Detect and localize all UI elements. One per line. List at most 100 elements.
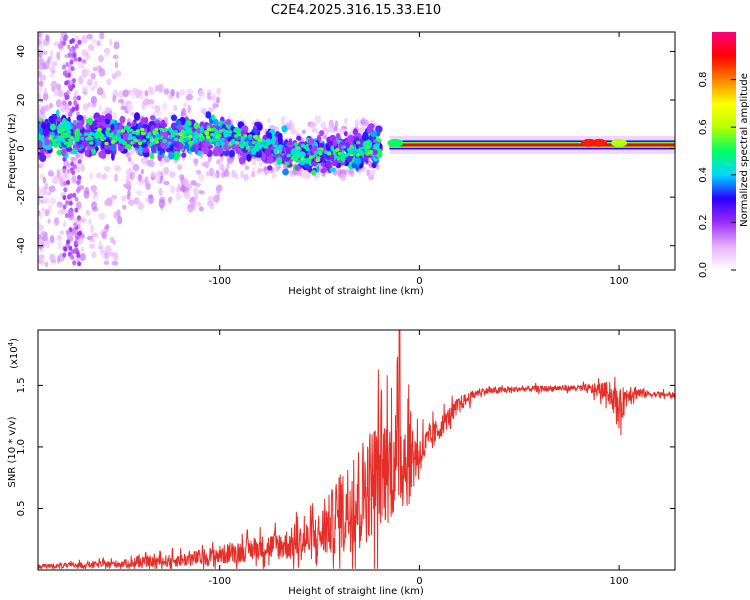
spectrogram-speckle (76, 180, 81, 186)
spectrogram-speckle (67, 100, 72, 106)
spectrogram-speckle (127, 156, 132, 162)
spectrogram-core-point (63, 141, 68, 145)
spectrogram-speckle (267, 117, 271, 124)
spectrogram-speckle (39, 43, 44, 52)
spectrogram-speckle (51, 87, 56, 92)
spectrogram-speckle (90, 185, 98, 192)
spectrogram-speckle (231, 169, 237, 178)
spectrogram-speckle (45, 34, 50, 42)
spectrogram-speckle (52, 176, 59, 184)
spectrogram-core-point (122, 141, 128, 146)
spectrogram-band-point (239, 156, 244, 165)
spectrogram-speckle (155, 175, 161, 184)
spectrogram-speckle (49, 49, 54, 59)
spectrogram-core-point (188, 134, 193, 139)
spectrogram-core-point (156, 134, 162, 138)
spectrogram-speckle (197, 97, 201, 102)
spectrogram-speckle (204, 160, 210, 169)
spectrogram-core-point (340, 155, 345, 159)
spectrogram-speckle (44, 104, 50, 112)
spectrogram-speckle (49, 235, 55, 244)
spectrogram-band-point (173, 152, 180, 161)
spectrogram-speckle (63, 180, 67, 186)
spectrogram-speckle (38, 221, 41, 228)
spectrogram-core-point (77, 132, 82, 137)
spectrogram-core-point (89, 141, 94, 145)
spectrogram-band-point (235, 147, 242, 155)
spectrogram-speckle (40, 231, 47, 237)
spectrogram-speckle (181, 107, 187, 117)
spectrogram-core-point (89, 131, 94, 136)
spectrogram-speckle (96, 87, 104, 96)
spectrogram-speckle (327, 125, 334, 132)
spectrogram-speckle (187, 104, 191, 114)
spectrogram-speckle (56, 169, 61, 174)
spectrogram-core-point (318, 148, 323, 153)
spectrogram-speckle (98, 54, 104, 63)
spectrogram-speckle (143, 98, 150, 106)
spectrogram-core-point (263, 145, 268, 149)
spectrogram-band-point (110, 123, 115, 131)
spectrogram-speckle (183, 102, 188, 107)
spectrogram-speckle (38, 63, 44, 71)
spectrogram-core-point (239, 140, 245, 145)
spectrogram-speckle (48, 185, 56, 193)
spectrogram-speckle (114, 166, 122, 172)
spectrogram-speckle (73, 240, 78, 246)
spectrogram-core-point (66, 130, 72, 134)
spectrogram-speckle (111, 72, 117, 79)
spectrogram-core-point (266, 141, 272, 145)
spectrogram-core-point (207, 127, 212, 132)
snr-series-line (38, 330, 675, 570)
spectrogram-speckle (198, 190, 205, 195)
spectrogram-speckle (76, 186, 81, 192)
spectrogram-core-point (233, 134, 239, 138)
snr-xtick-label: 100 (610, 576, 629, 587)
spectrogram-speckle (258, 162, 263, 167)
spectrogram-speckle (99, 32, 105, 40)
spectrogram-speckle (113, 41, 120, 50)
spectrogram-speckle (179, 185, 186, 192)
spectrogram-speckle (90, 224, 94, 233)
spectrogram-speckle (162, 102, 168, 111)
spectrogram-speckle (80, 163, 85, 172)
spectrogram-speckle (64, 95, 69, 101)
spectrogram-band-point (294, 164, 301, 171)
spectrogram-ylabel: Frequency (Hz) (7, 113, 18, 189)
spectrogram-band-point (347, 134, 354, 144)
spectrogram-band-point (331, 160, 338, 167)
spectrogram-band-point (38, 140, 43, 149)
spectrogram-core-point (273, 149, 278, 154)
spectrogram-core-point (118, 138, 123, 142)
spectrogram-core-point (273, 144, 278, 148)
spectrogram-speckle (120, 105, 127, 111)
spectrogram-speckle (43, 87, 48, 96)
spectrogram-band-point (311, 170, 317, 176)
spectrogram-band-point (288, 138, 293, 146)
spectrogram-core-point (286, 153, 291, 158)
snr-ytick-label: 1.5 (16, 377, 27, 393)
spectrogram-core-point (220, 141, 225, 146)
spectrogram-speckle (280, 115, 285, 125)
spectrogram-speckle (243, 175, 248, 180)
spectrogram-speckle (64, 80, 69, 86)
spectrogram-band-point (150, 144, 157, 154)
spectrogram-core-point (198, 137, 204, 142)
spectrogram-speckle (144, 90, 149, 97)
spectrogram-band-point (46, 122, 51, 130)
spectrogram-speckle (74, 207, 79, 213)
spectrogram-core-point (137, 141, 143, 146)
spectrogram-speckle (62, 204, 67, 210)
spectrogram-speckle (84, 68, 91, 77)
spectrogram-speckle (289, 119, 293, 125)
spectrogram-band-point (193, 122, 200, 130)
spectrogram-speckle (144, 176, 149, 185)
spectrogram-core-point (254, 143, 260, 148)
spectrogram-core-point (113, 135, 118, 139)
spectrogram-speckle (213, 194, 220, 203)
spectrogram-core-point (375, 143, 380, 147)
spectrogram-speckle (42, 176, 47, 184)
spectrogram-core-point (130, 141, 135, 145)
snr-frame (37, 329, 676, 571)
